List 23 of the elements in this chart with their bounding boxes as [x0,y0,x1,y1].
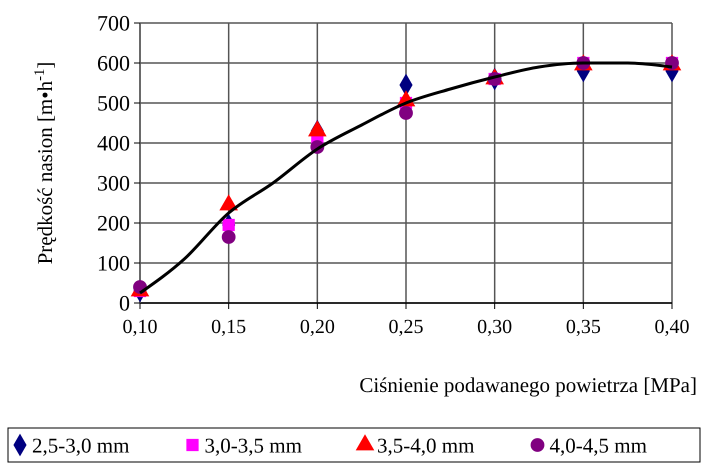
y-tick-label: 600 [97,50,130,76]
x-tick-label: 0,35 [566,316,601,338]
y-tick-label: 300 [97,170,130,196]
legend-label: 3,5-4,0 mm [377,433,474,458]
y-tick-label: 200 [97,210,130,236]
point [222,230,236,244]
x-tick-label: 0,25 [388,316,424,338]
x-tick-label: 0,40 [654,316,690,338]
x-axis-title: Ciśnienie podawanego powietrza [MPa] [359,373,697,397]
y-tick-label: 700 [97,10,130,36]
x-tick-label: 0,15 [211,316,246,338]
y-tick-label: 500 [97,90,130,116]
point [222,218,235,232]
legend-label: 2,5-3,0 mm [32,433,130,458]
x-tick-label: 0,20 [300,316,335,338]
legend-label: 3,0-3,5 mm [204,433,302,458]
x-tick-label: 0,30 [477,316,512,338]
y-tick-label: 400 [97,130,130,156]
x-tick-label: 0,10 [122,316,158,338]
y-tick-label: 100 [97,250,130,276]
y-tick-label: 0 [119,290,130,316]
legend-label: 4,0-4,5 mm [550,433,647,458]
point [399,106,413,120]
